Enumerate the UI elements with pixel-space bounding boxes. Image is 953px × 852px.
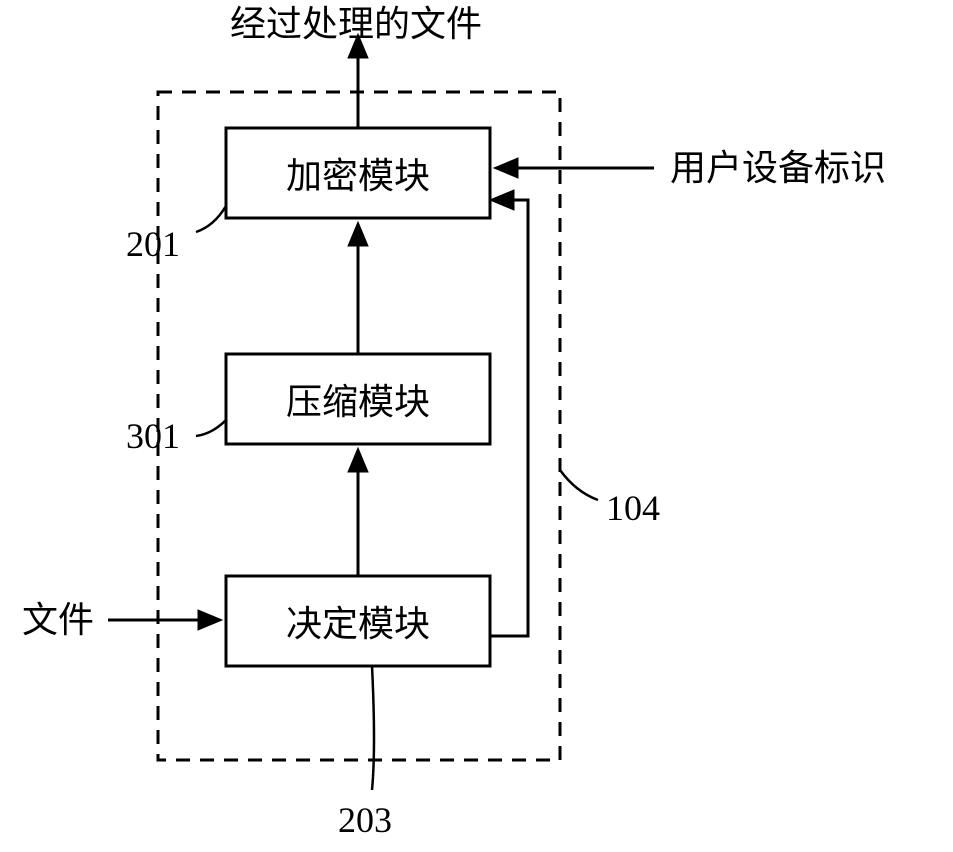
node-dec-label: 决定模块: [286, 604, 430, 644]
edge-dec-to-enc-bypass: [490, 200, 528, 636]
label-ueid: 用户设备标识: [670, 148, 886, 188]
label-file: 文件: [22, 600, 94, 640]
edge-dec-to-enc-bypass-head: [490, 190, 514, 210]
ref-201: 201: [126, 224, 180, 264]
edge-dec-to-comp-head: [348, 448, 368, 472]
ref-301: 301: [126, 416, 180, 456]
ref-104-leader: [560, 470, 598, 500]
node-enc-label: 加密模块: [286, 156, 430, 196]
ref-104: 104: [606, 488, 660, 528]
label-output: 经过处理的文件: [230, 4, 482, 44]
ref-301-leader: [196, 420, 226, 436]
node-comp-label: 压缩模块: [286, 382, 430, 422]
edge-ueid-to-enc-head: [494, 158, 518, 178]
ref-203-leader: [372, 666, 374, 790]
edge-file-to-dec-head: [198, 610, 222, 630]
ref-203: 203: [338, 800, 392, 840]
ref-201-leader: [196, 206, 226, 232]
edge-comp-to-enc-head: [348, 222, 368, 246]
